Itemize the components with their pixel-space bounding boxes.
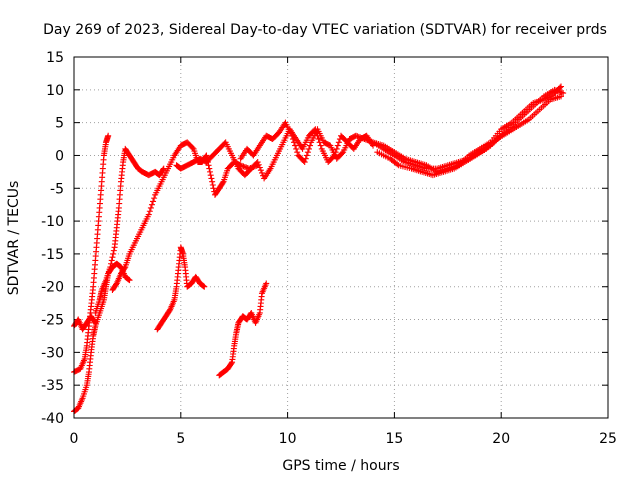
y-tick-label: -35 xyxy=(41,378,64,394)
data-point xyxy=(556,84,563,91)
data-point xyxy=(151,195,158,202)
data-point xyxy=(147,204,154,211)
data-point xyxy=(209,181,216,188)
series-arc-10 xyxy=(154,244,208,333)
x-tick-label: 5 xyxy=(176,431,185,447)
data-point xyxy=(339,150,346,157)
data-point xyxy=(394,161,401,168)
data-point xyxy=(303,152,310,159)
data-point xyxy=(91,318,98,325)
data-point xyxy=(294,149,301,156)
data-point xyxy=(255,161,262,168)
data-point xyxy=(110,250,117,257)
data-point xyxy=(315,136,322,143)
x-tick-label: 10 xyxy=(279,431,297,447)
x-tick-label: 15 xyxy=(385,431,403,447)
data-point xyxy=(333,145,340,152)
data-point xyxy=(288,132,295,139)
data-point xyxy=(228,360,235,367)
data-point xyxy=(205,162,212,169)
data-point xyxy=(109,254,116,261)
data-point xyxy=(258,169,265,176)
data-point xyxy=(210,185,217,192)
data-point xyxy=(108,257,115,264)
x-tick-label: 0 xyxy=(70,431,79,447)
data-point xyxy=(126,277,133,284)
data-point xyxy=(334,142,341,149)
data-point xyxy=(108,260,115,267)
data-point xyxy=(293,145,300,152)
data-point xyxy=(305,145,312,152)
series-arc-8 xyxy=(374,93,565,179)
y-tick-label: -10 xyxy=(41,214,64,230)
y-tick-label: -40 xyxy=(41,411,64,427)
data-point xyxy=(150,198,157,205)
y-tick-label: 5 xyxy=(55,116,64,132)
data-point xyxy=(206,165,213,172)
y-tick-label: -5 xyxy=(50,181,64,197)
data-point xyxy=(291,139,298,146)
data-point xyxy=(302,155,309,162)
y-tick-label: -30 xyxy=(41,345,64,361)
data-point xyxy=(289,136,296,143)
data-point xyxy=(107,264,114,271)
x-tick-label: 25 xyxy=(599,431,617,447)
data-point xyxy=(307,142,314,149)
data-point xyxy=(256,164,263,171)
data-point xyxy=(121,265,128,272)
series-arc-5 xyxy=(173,126,377,182)
data-point xyxy=(110,247,117,254)
x-axis-label: GPS time / hours xyxy=(282,458,399,474)
y-tick-label: 15 xyxy=(46,50,64,66)
data-marks xyxy=(71,83,567,415)
data-point xyxy=(145,211,152,218)
data-point xyxy=(113,281,120,288)
data-point xyxy=(263,280,270,287)
data-point xyxy=(207,172,214,179)
y-tick-label: 0 xyxy=(55,148,64,164)
data-point xyxy=(560,90,567,97)
data-point xyxy=(148,201,155,208)
data-point xyxy=(219,179,226,186)
data-point xyxy=(92,319,99,326)
x-tick-labels: 0 5 10 15 20 25 xyxy=(70,431,617,447)
data-point xyxy=(146,208,153,215)
data-point xyxy=(166,307,173,314)
data-point xyxy=(558,93,565,100)
data-point xyxy=(206,168,213,175)
data-point xyxy=(317,142,324,149)
y-tick-label: -20 xyxy=(41,280,64,296)
plot-frame xyxy=(73,56,609,419)
data-point xyxy=(189,144,196,151)
y-axis-label: SDTVAR / TECUs xyxy=(6,181,22,296)
data-point xyxy=(105,132,112,139)
y-tick-label: -15 xyxy=(41,247,64,263)
data-point xyxy=(257,167,264,174)
data-point xyxy=(160,166,166,173)
data-point xyxy=(254,159,261,166)
data-point xyxy=(335,139,342,146)
data-point xyxy=(292,142,299,149)
chart-title: Day 269 of 2023, Sidereal Day-to-day VTE… xyxy=(43,22,607,38)
y-tick-labels: 15 10 5 0 -5 -10 -15 -20 -25 -30 -35 -40 xyxy=(41,50,64,427)
series-arc-11 xyxy=(216,280,270,379)
y-tick-label: 10 xyxy=(46,83,64,99)
x-tick-label: 20 xyxy=(492,431,510,447)
series-arc-3 xyxy=(92,145,167,316)
data-point xyxy=(209,178,216,185)
data-point xyxy=(201,283,208,290)
data-point xyxy=(301,159,308,166)
data-point xyxy=(304,149,311,156)
y-tick-label: -25 xyxy=(41,313,64,329)
data-point xyxy=(558,83,565,90)
data-point xyxy=(203,152,210,159)
data-point xyxy=(208,175,215,182)
